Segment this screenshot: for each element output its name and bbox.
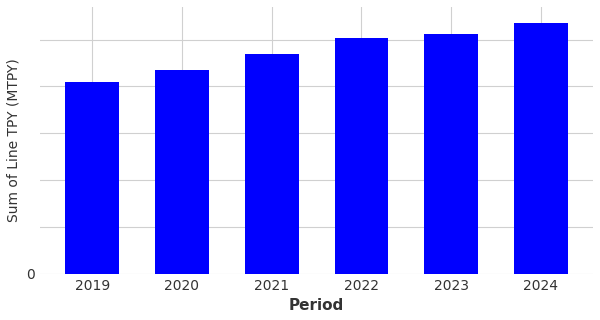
Bar (424, 34, 478, 274)
X-axis label: Period: Period (289, 298, 344, 313)
Bar (155, 70, 209, 274)
Bar (245, 54, 299, 274)
Bar (335, 38, 388, 274)
Y-axis label: Sum of Line TPY (MTPY): Sum of Line TPY (MTPY) (7, 59, 21, 222)
Bar (514, 23, 568, 274)
Bar (65, 82, 119, 274)
